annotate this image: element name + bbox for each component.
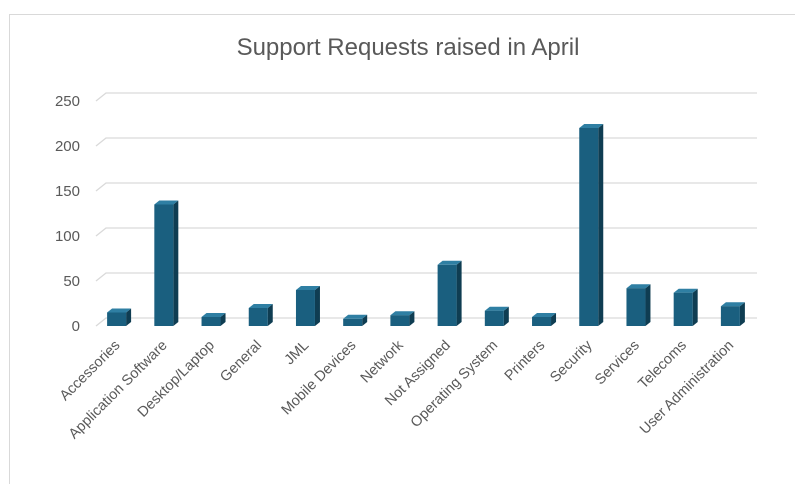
bar-top [579, 124, 604, 128]
bar-front [579, 128, 599, 326]
x-tick-label: Security [547, 337, 596, 386]
chart-frame [9, 14, 795, 484]
chart-title: Support Requests raised in April [236, 34, 580, 61]
y-tick-label: 150 [55, 183, 80, 200]
gridlines [95, 92, 757, 327]
bar-side [456, 260, 462, 326]
bar [390, 311, 415, 326]
bar [248, 304, 273, 326]
bar-side [551, 313, 557, 326]
bar [201, 313, 226, 326]
bar-front [673, 292, 693, 326]
x-tick-label: Printers [502, 338, 549, 385]
bar-side [692, 288, 698, 326]
bar-front [107, 312, 127, 326]
bar-top [343, 314, 368, 319]
bar-top [626, 284, 651, 289]
bar-top [248, 304, 273, 308]
x-tick-label: JML [282, 338, 313, 369]
bar [626, 284, 651, 326]
bar-front [390, 315, 410, 326]
gridline [95, 92, 757, 102]
bar-top [295, 286, 320, 290]
bar-front [532, 317, 552, 326]
bar-front [248, 308, 268, 326]
bar-top [390, 311, 415, 316]
x-tick-label: User Administration [637, 338, 737, 438]
y-tick-label: 250 [55, 93, 80, 110]
bar [579, 124, 604, 326]
y-tick-label: 50 [63, 273, 80, 290]
bar-top [437, 260, 462, 265]
bar-top [154, 200, 179, 205]
bar-side [314, 286, 320, 326]
y-tick-label: 0 [72, 318, 80, 335]
bar-side [645, 284, 651, 326]
bar-side [598, 124, 604, 326]
x-tick-label: Operating System [408, 338, 501, 431]
bar-side [173, 200, 179, 326]
gridline [95, 272, 757, 282]
bar-front [626, 288, 646, 326]
bar [295, 286, 320, 326]
bar-side [739, 302, 745, 326]
bar-top [201, 313, 226, 317]
bar-front [201, 317, 221, 326]
gridline [95, 227, 757, 237]
bar [154, 200, 179, 326]
y-tick-label: 100 [55, 228, 80, 245]
gridline [95, 137, 757, 147]
bar-side [409, 311, 415, 326]
y-tick-label: 200 [55, 138, 80, 155]
gridline [95, 317, 757, 327]
bar-front [484, 310, 504, 326]
bar-side [503, 306, 509, 326]
bar [720, 302, 745, 326]
bar [437, 260, 462, 326]
bar-front [154, 204, 174, 326]
bar-front [437, 264, 457, 326]
bar-top [720, 302, 745, 307]
bar-top [484, 306, 509, 311]
bar-side [220, 313, 226, 326]
bar-side [126, 308, 132, 326]
bar [107, 308, 132, 326]
bar-front [720, 306, 740, 326]
bar-top [673, 288, 698, 293]
bar [532, 313, 557, 326]
bar-side [267, 304, 273, 326]
bar [673, 288, 698, 326]
bar-top [532, 313, 557, 317]
x-tick-label: General [217, 338, 265, 386]
bar-front [295, 290, 315, 326]
bar [484, 306, 509, 326]
gridline [95, 182, 757, 192]
bar-side [362, 314, 368, 326]
bar [343, 314, 368, 326]
bar-front [343, 318, 363, 326]
bar-top [107, 308, 132, 313]
